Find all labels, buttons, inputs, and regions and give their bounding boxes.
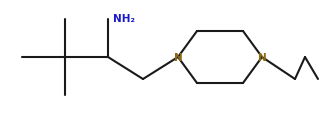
Text: N: N <box>258 53 266 62</box>
Text: N: N <box>174 53 182 62</box>
Text: NH₂: NH₂ <box>113 14 135 24</box>
